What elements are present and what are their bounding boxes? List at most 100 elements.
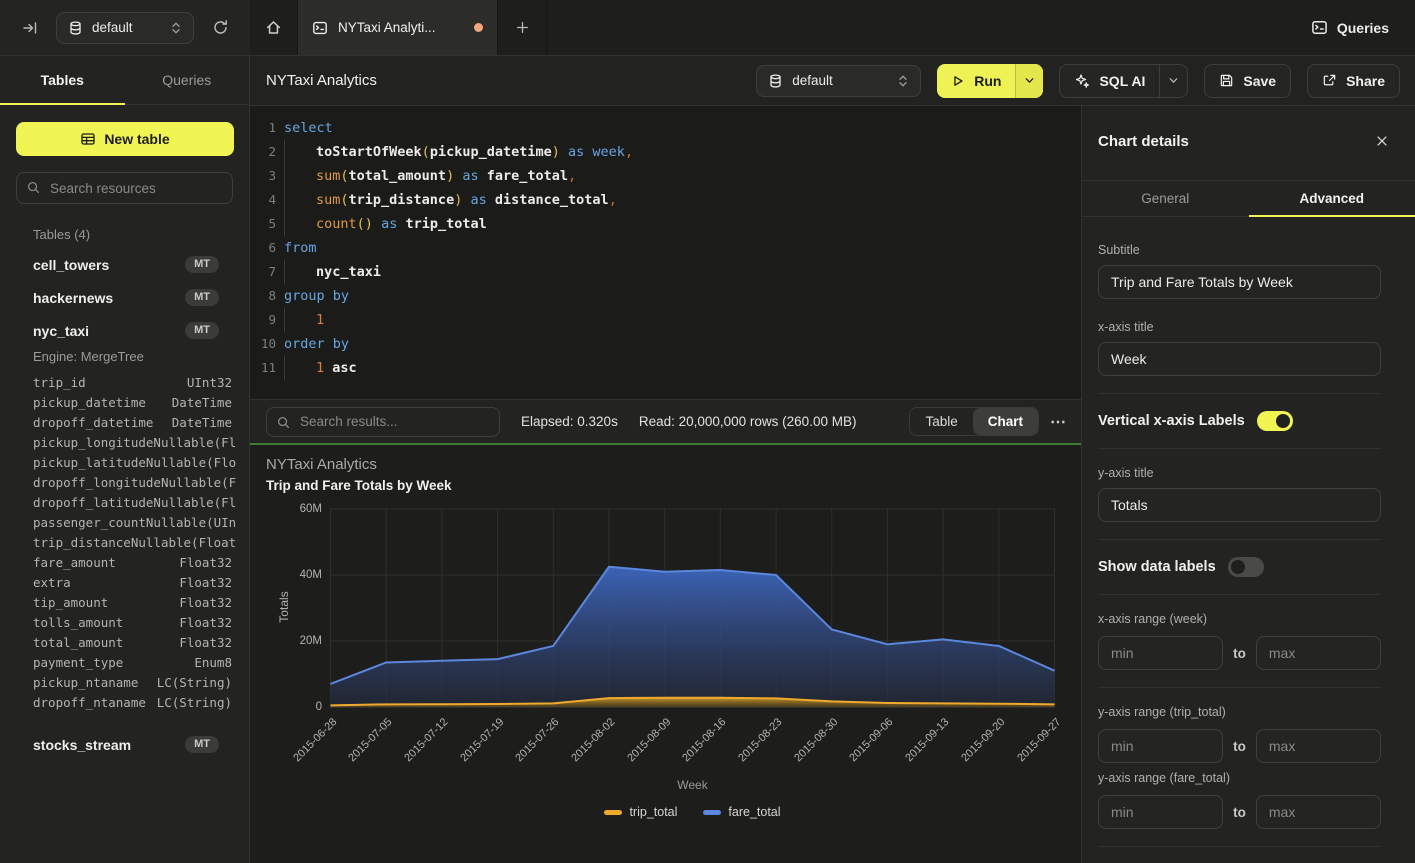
table-item-cell_towers[interactable]: cell_towers MT xyxy=(0,248,249,281)
run-button[interactable]: Run xyxy=(937,64,1015,98)
details-title: Chart details xyxy=(1098,133,1189,150)
share-button[interactable]: Share xyxy=(1307,63,1400,98)
chevron-down-icon xyxy=(1170,78,1178,83)
divider xyxy=(1098,594,1381,595)
column-type: DateTime xyxy=(171,395,232,410)
more-options-icon[interactable]: ⋯ xyxy=(1050,413,1067,431)
new-tab-button[interactable] xyxy=(498,0,547,55)
divider xyxy=(1098,539,1381,540)
view-toggle-table[interactable]: Table xyxy=(925,414,958,429)
column-type: Float32 xyxy=(179,615,232,630)
chart-view: NYTaxi Analytics Trip and Fare Totals by… xyxy=(250,445,1081,863)
legend-item-fare_total[interactable]: fare_total xyxy=(703,805,781,819)
line-number: 8 xyxy=(268,288,276,303)
database-selector[interactable]: default xyxy=(56,11,194,44)
x-axis-title: Week xyxy=(677,778,708,792)
column-type: Nullable(Flo xyxy=(145,455,237,470)
divider xyxy=(1098,846,1381,847)
new-table-button[interactable]: New table xyxy=(16,122,234,156)
legend-swatch xyxy=(703,809,722,815)
yaxis-range-fare-max-input[interactable] xyxy=(1255,795,1381,829)
range-to-label: to xyxy=(1233,645,1246,661)
engine-badge: MT xyxy=(185,736,219,753)
query-success-indicator xyxy=(250,443,1081,445)
indent-guide xyxy=(284,212,316,236)
yaxis-range-fare-min-input[interactable] xyxy=(1098,795,1224,829)
sidebar-tab-queries[interactable]: Queries xyxy=(162,72,212,88)
yaxis-title-input[interactable] xyxy=(1098,488,1381,522)
subtitle-input[interactable] xyxy=(1098,265,1381,299)
details-tabs: General Advanced xyxy=(1082,181,1415,217)
home-tab-button[interactable] xyxy=(250,0,298,55)
close-icon[interactable] xyxy=(1375,134,1389,148)
column-row-pickup_latitude: pickup_latitude Nullable(Flo xyxy=(0,453,249,473)
details-tab-advanced[interactable]: Advanced xyxy=(1248,181,1415,217)
query-actions: default Run SQL AI Save xyxy=(756,63,1400,98)
editor-line-4: 4 sum(trip_distance) as distance_total, xyxy=(250,188,1081,212)
line-number: 4 xyxy=(268,192,276,207)
column-row-fare_amount: fare_amount Float32 xyxy=(0,553,249,573)
sql-ai-options-button[interactable] xyxy=(1159,64,1187,97)
column-row-tip_amount: tip_amount Float32 xyxy=(0,593,249,613)
run-button-group: Run xyxy=(937,63,1044,98)
indent-guide xyxy=(284,260,316,284)
table-item-nyc_taxi[interactable]: nyc_taxi MT xyxy=(0,314,249,347)
table-item-stocks_stream[interactable]: stocks_stream MT xyxy=(0,728,249,761)
details-tab-general[interactable]: General xyxy=(1141,191,1190,206)
sidebar-tab-tables[interactable]: Tables xyxy=(0,56,125,105)
resource-search xyxy=(16,172,233,204)
column-name: trip_distance xyxy=(33,535,131,550)
column-type: DateTime xyxy=(171,415,232,430)
column-row-trip_id: trip_id UInt32 xyxy=(0,373,249,393)
vertical-xaxis-labels-toggle[interactable] xyxy=(1256,411,1293,431)
engine-badge: MT xyxy=(185,289,219,306)
line-number: 5 xyxy=(268,216,276,231)
yaxis-range-trip-max-input[interactable] xyxy=(1255,729,1381,763)
tab-strip: NYTaxi Analyti... Queries xyxy=(250,0,1415,55)
refresh-icon[interactable] xyxy=(206,14,234,42)
results-search-input[interactable] xyxy=(266,406,500,437)
legend-label: trip_total xyxy=(629,805,678,819)
chart-plot[interactable] xyxy=(330,508,1055,708)
table-item-hackernews[interactable]: hackernews MT xyxy=(0,281,249,314)
engine-badge: MT xyxy=(185,256,219,273)
run-options-button[interactable] xyxy=(1015,63,1044,98)
show-data-labels-toggle[interactable] xyxy=(1227,557,1264,577)
table-name: cell_towers xyxy=(33,256,110,273)
view-toggle-chart[interactable]: Chart xyxy=(972,408,1038,435)
xaxis-range-min-input[interactable] xyxy=(1098,636,1224,670)
column-name: extra xyxy=(33,575,71,590)
line-number: 7 xyxy=(268,264,276,279)
query-database-selector[interactable]: default xyxy=(756,64,922,97)
column-type: LC(String) xyxy=(156,695,232,710)
search-icon xyxy=(27,181,40,194)
queries-button[interactable]: Queries xyxy=(1311,0,1389,55)
save-button-label: Save xyxy=(1243,72,1277,89)
y-tick-0: 0 xyxy=(315,701,322,713)
collapse-sidebar-icon[interactable] xyxy=(16,14,44,42)
sidebar-tabs: Tables Queries xyxy=(0,56,249,105)
xaxis-title-input[interactable] xyxy=(1098,342,1381,376)
legend-item-trip_total[interactable]: trip_total xyxy=(604,805,677,819)
xaxis-range-max-input[interactable] xyxy=(1255,636,1381,670)
sql-editor[interactable]: 1 select 2 toStartOfWeek(pickup_datetime) a… xyxy=(250,106,1081,399)
resource-search-input[interactable] xyxy=(16,172,233,204)
search-icon xyxy=(277,416,290,428)
column-type: Nullable(UIn xyxy=(145,515,237,530)
column-row-dropoff_latitude: dropoff_latitude Nullable(Fl xyxy=(0,493,249,513)
yaxis-range-trip-min-input[interactable] xyxy=(1098,729,1224,763)
divider xyxy=(1098,448,1381,449)
save-button[interactable]: Save xyxy=(1204,63,1292,98)
new-table-label: New table xyxy=(104,131,170,147)
yaxis-range-fare-label: y-axis range (fare_total) xyxy=(1098,771,1231,785)
indent-guide xyxy=(284,356,316,380)
column-row-extra: extra Float32 xyxy=(0,573,249,593)
query-terminal-icon xyxy=(313,21,327,34)
indent-guide xyxy=(284,308,316,332)
editor-line-11: 11 1 asc xyxy=(250,356,1081,380)
sql-ai-button[interactable]: SQL AI xyxy=(1060,65,1159,97)
tab-nytaxi-analytics[interactable]: NYTaxi Analyti... xyxy=(298,0,498,55)
elapsed-stat: Elapsed: 0.320s xyxy=(521,414,618,429)
legend-label: fare_total xyxy=(728,805,781,819)
read-stat: Read: 20,000,000 rows (260.00 MB) xyxy=(638,414,857,429)
